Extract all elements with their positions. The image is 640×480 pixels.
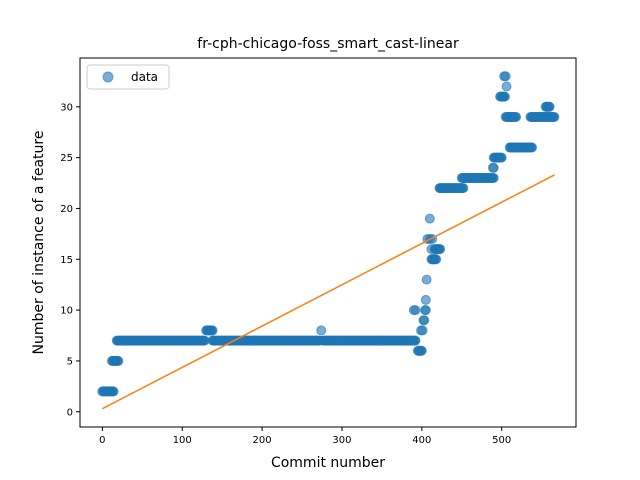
data-point [421, 274, 432, 285]
data-point [458, 183, 469, 194]
data-point [108, 386, 119, 397]
data-point [500, 71, 511, 82]
fit-line [102, 174, 555, 410]
data-point [419, 315, 430, 326]
data-point [420, 294, 431, 305]
legend: data [86, 64, 170, 90]
y-tick-label: 10 [60, 306, 73, 317]
data-point [410, 335, 421, 346]
data-point [416, 345, 427, 356]
data-point [316, 325, 327, 336]
x-axis-ticks: 0 100 200 300 400 500 [99, 427, 511, 446]
data-point [424, 213, 435, 224]
data-point [417, 325, 428, 336]
data-point [420, 305, 431, 316]
legend-box [86, 64, 170, 90]
data-point [488, 172, 499, 183]
y-axis-label: Number of instance of a feature [31, 131, 47, 355]
plot-area-frame [79, 57, 577, 428]
legend-label-data: data [131, 70, 158, 84]
y-axis-ticks: 0 5 10 15 20 25 30 [60, 102, 80, 418]
y-tick-label: 30 [60, 102, 73, 113]
data-point [544, 101, 555, 112]
data-point [410, 305, 421, 316]
y-tick-label: 15 [60, 255, 73, 266]
fit-line-layer [102, 174, 555, 410]
data-point [426, 244, 437, 255]
x-tick-label: 300 [332, 435, 351, 446]
x-tick-label: 500 [492, 435, 511, 446]
data-point [431, 254, 442, 265]
chart-title: fr-cph-chicago-foss_smart_cast-linear [197, 36, 459, 52]
data-point [488, 162, 499, 173]
x-tick-label: 0 [99, 435, 105, 446]
x-tick-label: 400 [412, 435, 431, 446]
data-point [511, 111, 522, 122]
data-point [527, 142, 538, 153]
data-point [549, 111, 560, 122]
data-point [207, 325, 218, 336]
data-point [496, 152, 507, 163]
x-axis-label: Commit number [271, 455, 385, 471]
data-points [97, 71, 560, 397]
y-tick-label: 25 [60, 153, 73, 164]
data-point [501, 81, 512, 92]
x-tick-label: 100 [173, 435, 192, 446]
y-tick-label: 0 [67, 407, 73, 418]
data-point [435, 244, 446, 255]
data-point [113, 355, 124, 366]
data-point [499, 91, 510, 102]
x-tick-label: 200 [253, 435, 272, 446]
y-tick-label: 5 [67, 356, 73, 367]
legend-marker-data [102, 71, 114, 83]
y-tick-label: 20 [60, 204, 73, 215]
